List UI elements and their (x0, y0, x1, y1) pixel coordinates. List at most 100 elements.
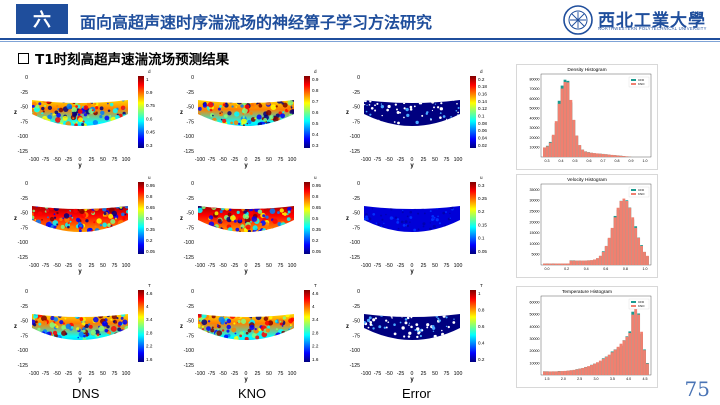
histogram-x-tick: 0.8 (623, 267, 628, 271)
colorbar (138, 290, 144, 362)
histogram-title: Density Histogram (567, 67, 606, 73)
y-tick-label: -75 (353, 225, 361, 231)
y-tick-label: -25 (187, 196, 195, 202)
histogram-y-tick: 20000 (530, 136, 540, 140)
histogram-bar-kno (545, 263, 549, 265)
histogram-x-tick: 0.8 (615, 159, 620, 163)
histogram-x-tick: 1.0 (643, 159, 648, 163)
histogram-bar-kno (610, 352, 614, 375)
x-tick-label: 0 (411, 263, 414, 269)
x-axis-label: y (78, 269, 82, 275)
y-tick-label: -50 (21, 211, 29, 217)
y-tick-label: -50 (187, 319, 195, 325)
x-tick-label: 0 (245, 263, 248, 269)
colorbar-tick-label: 0.2 (478, 357, 485, 362)
histogram-bar-kno (569, 370, 573, 375)
x-tick-label: 0 (79, 263, 82, 269)
x-tick-label: 100 (454, 157, 463, 163)
histogram-bar-kno (578, 260, 582, 265)
histogram-bar-kno (631, 217, 635, 265)
colorbar-tick-label: 0.3 (146, 143, 153, 148)
histogram-bar-kno (545, 371, 549, 375)
colorbar-tick-label: 0.2 (478, 77, 485, 82)
histogram-bar-kno (548, 142, 552, 157)
x-tick-label: -25 (65, 371, 73, 377)
histogram-bar-kno (646, 363, 649, 375)
x-tick-label: -100 (361, 157, 371, 163)
y-tick-label: -25 (353, 304, 361, 310)
histogram-bar-kno (557, 103, 561, 157)
x-axis-label: y (410, 377, 414, 383)
x-tick-label: 50 (432, 263, 438, 269)
x-tick-label: 25 (89, 157, 95, 163)
x-tick-label: 100 (122, 371, 131, 377)
x-tick-label: -100 (195, 263, 205, 269)
histogram-plot: Velocity Histogram 5000 10000 15000 20000 250… (530, 177, 652, 271)
histogram-bar-kno (575, 260, 579, 265)
histogram-bar-kno (637, 237, 641, 265)
colorbar-tick-label: 0.2 (146, 238, 153, 243)
histogram-x-tick: 1.5 (545, 377, 550, 381)
checkbox-square-icon (18, 52, 29, 64)
histogram-bar-kno (643, 251, 646, 265)
histogram-bar-kno (613, 349, 617, 375)
x-tick-label: -100 (195, 371, 205, 377)
histogram-bar-kno (596, 362, 599, 375)
histogram-legend-label: KNO (638, 192, 645, 196)
x-tick-label: 50 (100, 263, 106, 269)
colorbar-tick-label: 0.5 (146, 216, 153, 221)
histogram-bar-kno (566, 82, 570, 157)
y-axis-label: z (180, 216, 183, 222)
colorbar-tick-label: 0.6 (478, 324, 485, 329)
x-tick-label: 25 (255, 157, 261, 163)
x-axis-label: y (244, 377, 248, 383)
y-tick-label: -50 (21, 319, 29, 325)
y-tick-label: 0 (25, 289, 28, 295)
histogram-bar-kno (560, 88, 564, 157)
university-logo (563, 5, 593, 35)
histogram-y-tick: 35000 (530, 188, 540, 192)
colorbar-title: u (314, 175, 317, 180)
x-tick-label: 50 (266, 263, 272, 269)
histogram-2: Temperature Histogram 10000 20000 30000 4000… (516, 286, 658, 388)
histogram-bar-kno (572, 260, 576, 265)
x-tick-label: -75 (374, 263, 382, 269)
y-tick-label: -100 (350, 134, 360, 140)
histogram-x-tick: 0.4 (584, 267, 589, 271)
colorbar-tick-label: 0.95 (146, 183, 155, 188)
x-tick-label: -50 (219, 157, 227, 163)
x-tick-label: -75 (374, 157, 382, 163)
histogram-bar-kno (622, 156, 626, 157)
x-tick-label: 75 (112, 371, 118, 377)
colorbar-tick-label: 0.14 (478, 99, 487, 104)
histogram-bar-kno (578, 145, 582, 157)
colorbar (304, 182, 310, 254)
histogram-legend-label: KNO (638, 82, 645, 86)
histogram-bar-kno (598, 153, 602, 157)
colorbar-tick-label: 1.6 (146, 357, 153, 362)
colorbar-title: d (480, 69, 483, 74)
colorbar-tick-label: 0.18 (478, 84, 487, 89)
histogram-bar-kno (607, 354, 611, 375)
y-tick-label: -25 (353, 196, 361, 202)
y-tick-label: -125 (184, 255, 194, 261)
colorbar-tick-label: 0.9 (146, 90, 153, 95)
histogram-plot: Density Histogram 10000 20000 30000 40000 500… (530, 67, 652, 163)
x-tick-label: 50 (266, 371, 272, 377)
x-tick-label: 100 (454, 371, 463, 377)
y-tick-label: -100 (184, 134, 194, 140)
y-tick-label: -75 (21, 119, 29, 125)
histogram-bar-kno (625, 156, 629, 157)
histogram-bar-kno (581, 260, 585, 265)
colorbar-tick-label: 2.8 (312, 330, 319, 335)
subheading-text: T1时刻高超声速湍流场预测结果 (35, 52, 230, 68)
histogram-bar-kno (575, 369, 579, 375)
colorbar (304, 76, 310, 148)
y-tick-label: -100 (18, 240, 28, 246)
x-tick-label: -25 (397, 371, 405, 377)
colorbar-tick-label: 0.1 (478, 236, 485, 241)
histogram-bar-kno (643, 350, 646, 375)
x-tick-label: -75 (208, 157, 216, 163)
